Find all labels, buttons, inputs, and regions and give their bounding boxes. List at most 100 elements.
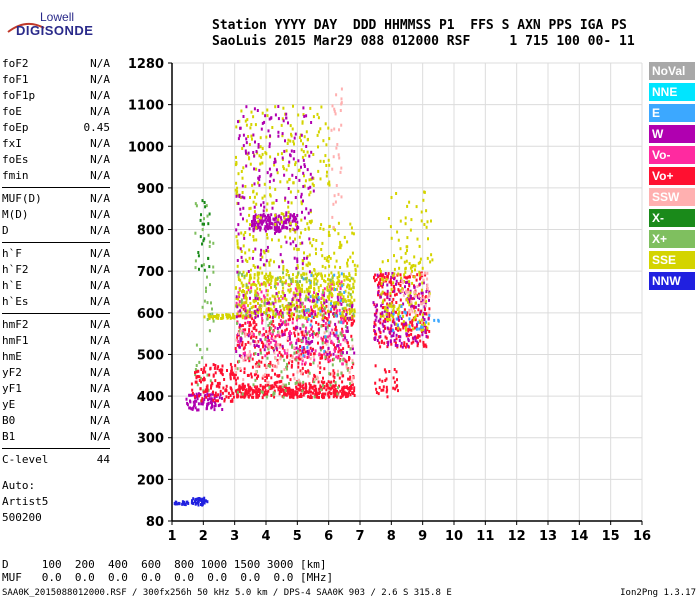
echo-point xyxy=(266,114,269,118)
echo-point xyxy=(216,382,219,385)
echo-point xyxy=(406,280,409,284)
echo-point xyxy=(409,289,412,293)
echo-point xyxy=(309,299,312,303)
echo-point xyxy=(320,336,323,340)
echo-point xyxy=(395,279,398,283)
echo-point xyxy=(272,324,275,328)
echo-point xyxy=(307,226,310,230)
echo-point xyxy=(337,298,340,302)
echo-point xyxy=(284,389,287,393)
echo-point xyxy=(270,345,273,349)
echo-point xyxy=(313,280,316,284)
echo-point xyxy=(312,355,315,359)
echo-point xyxy=(415,314,418,318)
echo-point xyxy=(379,321,382,325)
echo-point xyxy=(305,308,307,312)
echo-point xyxy=(339,244,342,248)
echo-point xyxy=(253,320,256,324)
echo-point xyxy=(422,301,425,305)
echo-point xyxy=(327,386,330,390)
echo-point xyxy=(397,335,400,339)
echo-point xyxy=(207,313,210,317)
echo-point xyxy=(415,205,418,209)
echo-point xyxy=(254,213,257,217)
echo-point xyxy=(278,325,281,329)
echo-point xyxy=(313,299,316,303)
echo-point xyxy=(252,235,255,238)
echo-point xyxy=(279,253,282,257)
echo-point xyxy=(309,352,312,356)
echo-point xyxy=(437,318,440,322)
echo-point xyxy=(271,206,274,210)
echo-point xyxy=(207,401,210,405)
echo-point xyxy=(207,222,210,226)
echo-point xyxy=(389,291,392,295)
echo-point xyxy=(422,198,425,202)
echo-point xyxy=(385,377,388,381)
y-tick-label: 500 xyxy=(137,348,164,363)
version-label: Ion2Png 1.3.17 xyxy=(620,588,696,598)
echo-point xyxy=(333,107,336,111)
echo-point xyxy=(267,347,270,351)
echo-point xyxy=(425,325,427,329)
param-name: foEs xyxy=(2,153,29,166)
echo-point xyxy=(319,306,322,310)
echo-point xyxy=(348,370,351,374)
echo-point xyxy=(410,218,413,222)
param-value: N/A xyxy=(90,263,110,276)
echo-point xyxy=(349,293,352,297)
echo-point xyxy=(299,305,302,309)
echo-point xyxy=(416,322,419,326)
echo-point xyxy=(200,368,203,371)
echo-point xyxy=(339,295,342,299)
echo-point xyxy=(334,228,336,232)
echo-point xyxy=(255,150,258,153)
echo-point xyxy=(251,392,254,396)
echo-point xyxy=(373,303,376,307)
echo-point xyxy=(331,363,334,367)
echo-point xyxy=(252,229,255,233)
echo-point xyxy=(303,331,306,335)
echo-point xyxy=(259,351,262,355)
echo-point xyxy=(377,291,380,295)
echo-point xyxy=(198,267,200,271)
echo-point xyxy=(253,195,256,199)
echo-point xyxy=(257,214,260,218)
echo-point xyxy=(235,192,238,195)
echo-point xyxy=(211,402,213,406)
echo-point xyxy=(235,194,238,198)
echo-point xyxy=(277,105,280,108)
echo-point xyxy=(350,323,353,327)
echo-point xyxy=(291,356,294,360)
echo-point xyxy=(307,374,310,378)
echo-point xyxy=(215,399,218,403)
echo-point xyxy=(329,285,332,288)
echo-point xyxy=(306,296,309,300)
echo-point xyxy=(264,373,266,377)
echo-point xyxy=(350,317,353,321)
param-separator xyxy=(2,448,110,449)
echo-point xyxy=(217,393,220,397)
echo-point xyxy=(290,134,293,138)
echo-point xyxy=(335,314,338,318)
echo-point xyxy=(421,333,424,337)
echo-point xyxy=(296,393,298,397)
echo-point xyxy=(261,333,264,337)
param-name: B0 xyxy=(2,414,16,427)
echo-point xyxy=(291,312,294,316)
echo-point xyxy=(308,314,311,317)
echo-point xyxy=(236,259,239,262)
echo-point xyxy=(291,300,294,304)
echo-point xyxy=(300,201,303,205)
echo-point xyxy=(292,373,295,377)
echo-point xyxy=(261,215,264,219)
echo-point xyxy=(337,153,340,157)
echo-point xyxy=(309,286,312,289)
echo-point xyxy=(294,280,297,283)
echo-point xyxy=(378,378,381,382)
echo-point xyxy=(269,226,272,230)
echo-point xyxy=(420,327,423,330)
echo-point xyxy=(351,358,354,362)
echo-point xyxy=(247,394,250,398)
echo-point xyxy=(287,283,290,287)
